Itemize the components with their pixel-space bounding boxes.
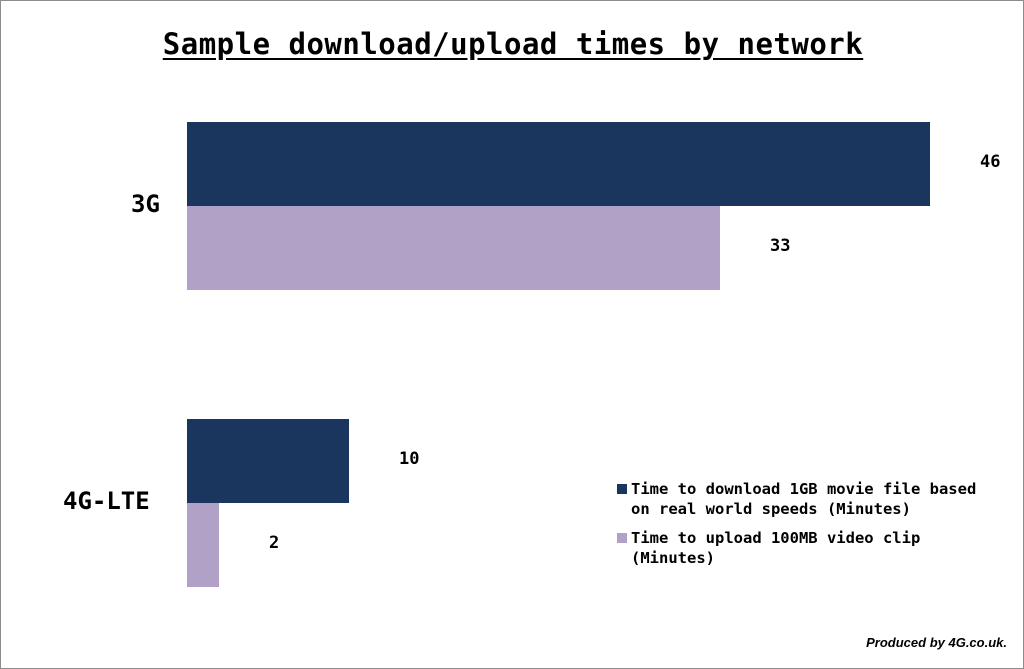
legend-swatch-upload [617,533,627,543]
value-label-4g-lte-download: 10 [399,449,420,469]
chart-title: Sample download/upload times by network [162,27,864,61]
credit-text: Produced by 4G.co.uk. [866,635,1007,650]
legend-item-download: Time to download 1GB movie file based on… [617,479,997,519]
value-label-3g-download: 46 [980,152,1001,172]
legend-swatch-download [617,484,627,494]
legend-label-download: Time to download 1GB movie file based on… [631,480,977,518]
bar-4g-lte-upload [187,503,219,587]
legend-label-upload: Time to upload 100MB video clip (Minutes… [631,529,921,567]
bar-3g-download [187,122,930,206]
value-label-4g-lte-upload: 2 [269,533,280,553]
bar-3g-upload [187,206,720,290]
value-label-3g-upload: 33 [770,236,791,256]
category-label-4g-lte: 4G-LTE [63,487,150,515]
bar-4g-lte-download [187,419,349,503]
legend-item-upload: Time to upload 100MB video clip (Minutes… [617,528,997,568]
category-label-3g: 3G [131,190,160,218]
legend: Time to download 1GB movie file based on… [617,479,997,577]
